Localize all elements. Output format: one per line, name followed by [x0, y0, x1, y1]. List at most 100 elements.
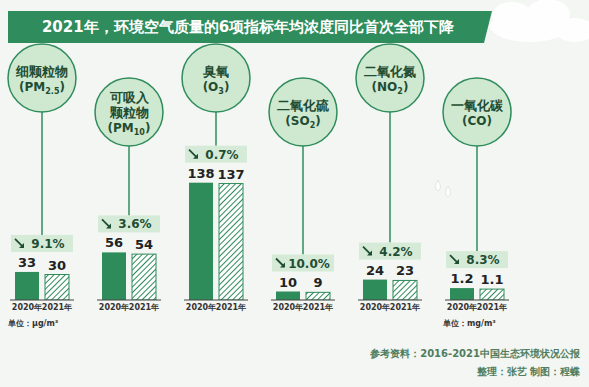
cloud-part — [492, 2, 532, 30]
data-label: 1.1 — [480, 272, 503, 287]
arrow-head — [280, 263, 285, 268]
change-box — [98, 215, 160, 232]
bar — [363, 280, 387, 300]
series-label: 2020年 — [360, 303, 390, 312]
subscript: 2.5 — [45, 87, 60, 96]
axis-line — [10, 300, 74, 301]
arrow-icon — [15, 239, 23, 247]
data-label: 30 — [48, 258, 66, 273]
category-circle — [8, 44, 76, 112]
data-label: 56 — [105, 235, 123, 250]
data-label: 137 — [217, 167, 244, 182]
series-label: 2020年 — [12, 303, 42, 312]
category-label: 一氧化碳(CO) — [451, 98, 504, 128]
data-label: 33 — [18, 255, 36, 270]
arrow-icon — [363, 247, 371, 255]
credit: 整理：张艺 制图：程蝶 — [476, 366, 580, 377]
cloud-part — [555, 18, 589, 42]
axis-line — [358, 300, 422, 301]
category-line: 可吸入 — [109, 90, 150, 105]
formula: (PM — [19, 80, 45, 94]
change-label: 0.7% — [205, 148, 238, 162]
data-label: 23 — [396, 263, 414, 278]
category-line: 一氧化碳 — [451, 98, 504, 113]
cloud — [490, 0, 589, 42]
series-label: 2021年 — [303, 303, 333, 312]
change-box — [11, 235, 73, 252]
change-label: 3.6% — [118, 217, 151, 231]
axis-line — [184, 300, 248, 301]
drop — [436, 180, 441, 191]
data-label: 1.2 — [450, 271, 473, 286]
data-label: 9 — [313, 275, 322, 290]
data-label: 138 — [187, 166, 214, 181]
formula: (O — [203, 80, 219, 94]
bar — [15, 272, 39, 300]
arrow-icon — [276, 259, 284, 267]
bars — [450, 288, 504, 300]
category-circle — [269, 78, 337, 146]
series-label: 2020年 — [447, 303, 477, 312]
arrow-icon — [189, 150, 197, 158]
formula: ) — [315, 114, 320, 128]
category-line: 细颗粒物 — [15, 64, 68, 79]
formula: ) — [403, 80, 408, 94]
bar — [189, 183, 213, 300]
labels: 1.22020年1.12021年8.3%一氧化碳(CO)单位：mg/m³ — [442, 78, 511, 328]
bar — [393, 280, 417, 300]
change-box — [446, 251, 508, 268]
bar — [450, 288, 474, 300]
bars — [15, 183, 417, 300]
bar — [276, 292, 300, 301]
drop — [446, 186, 451, 197]
change-label: 10.0% — [288, 257, 330, 271]
connector — [215, 112, 217, 146]
arrow-icon — [102, 219, 110, 227]
connector — [476, 146, 478, 251]
title-banner — [8, 11, 492, 43]
source: 参考资料：2016-2021中国生态环境状况公报 — [369, 348, 581, 359]
formula: (NO — [372, 80, 398, 94]
formula: ) — [145, 121, 150, 135]
series-label: 2020年 — [99, 303, 129, 312]
change-label: 4.2% — [379, 245, 412, 259]
unit-label: 单位：mg/m³ — [442, 319, 496, 328]
bar — [480, 289, 504, 300]
change-label: 9.1% — [31, 237, 64, 251]
category-circle — [95, 78, 163, 146]
background — [0, 0, 589, 387]
arrow-head — [19, 243, 24, 248]
axis-line — [445, 300, 509, 301]
formula: ) — [224, 80, 229, 94]
category-line: 二氧化氮 — [364, 64, 416, 79]
connector — [128, 146, 130, 215]
category-line: 臭氧 — [203, 64, 229, 79]
series-label: 2021年 — [42, 303, 72, 312]
connector — [389, 112, 391, 243]
arrow-head — [367, 251, 372, 256]
category-label: 臭氧(O3) — [203, 64, 230, 96]
arrow-head — [106, 223, 111, 228]
title: 2021年，环境空气质量的6项指标年均浓度同比首次全部下降 — [42, 18, 455, 36]
series-label: 2021年 — [390, 303, 420, 312]
formula: ) — [59, 80, 64, 94]
arrow-head — [193, 154, 198, 159]
axis-line — [97, 300, 161, 301]
formula: (PM — [108, 121, 134, 135]
arrow-head — [454, 259, 459, 264]
bar — [132, 254, 156, 300]
formula: ) — [487, 114, 492, 128]
change-label: 8.3% — [466, 253, 499, 267]
bar — [306, 292, 330, 300]
change-box — [272, 255, 334, 272]
series-label: 2020年 — [273, 303, 303, 312]
data-label: 10 — [279, 275, 297, 290]
category-line: 颗粒物 — [109, 105, 149, 120]
category-label: 二氧化硫(SO2) — [277, 98, 329, 130]
category-circle — [356, 44, 424, 112]
bar — [219, 184, 243, 300]
bar — [45, 275, 69, 301]
series-label: 2021年 — [216, 303, 246, 312]
category-circle — [182, 44, 250, 112]
connector — [302, 146, 304, 255]
